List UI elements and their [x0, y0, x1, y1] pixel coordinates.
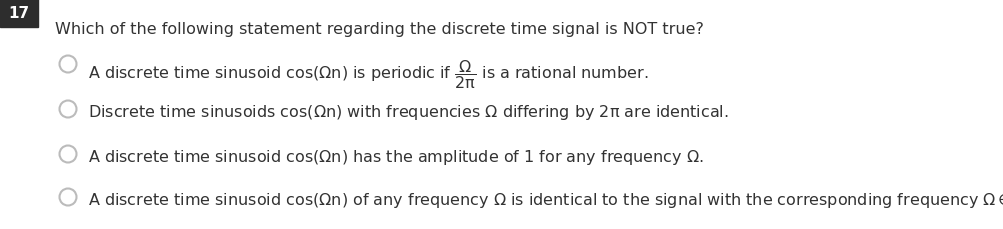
Text: A discrete time sinusoid $\mathregular{cos(\Omega n)}$ of any frequency $\mathre: A discrete time sinusoid $\mathregular{c… [88, 190, 1003, 209]
Text: Which of the following statement regarding the discrete time signal is NOT true?: Which of the following statement regardi… [55, 22, 703, 37]
FancyBboxPatch shape [0, 0, 38, 28]
Text: A discrete time sinusoid $\mathregular{cos(\Omega n)}$ has the amplitude of 1 fo: A discrete time sinusoid $\mathregular{c… [88, 147, 703, 166]
Text: Discrete time sinusoids $\mathregular{cos(\Omega n)}$ with frequencies $\mathreg: Discrete time sinusoids $\mathregular{co… [88, 103, 728, 121]
Text: A discrete time sinusoid $\mathregular{cos(\Omega n)}$ is periodic if $\mathregu: A discrete time sinusoid $\mathregular{c… [88, 58, 648, 91]
Text: 17: 17 [8, 6, 29, 21]
